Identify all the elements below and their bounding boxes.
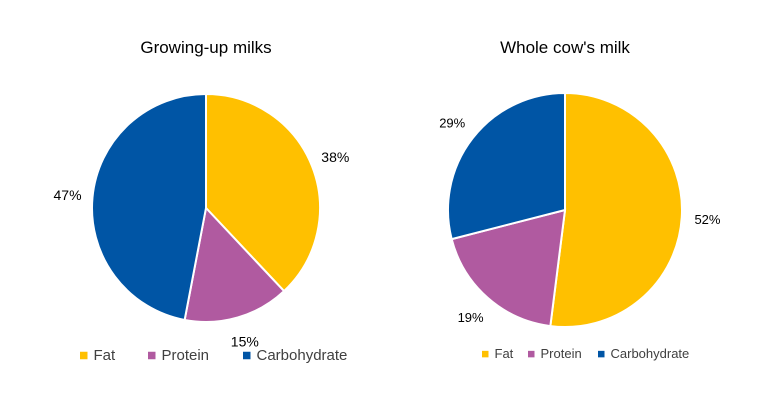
pie-chart-2: Whole cow's milk 52% 19% 29% Fat Protein Carbo… [439,38,721,361]
legend-label-carbohydrate: Carbohydrate [257,347,348,364]
data-label: 29% [439,116,465,131]
legend-swatch-fat [80,351,88,360]
chart-title: Growing-up milks [140,38,271,57]
pie-slice-protein [450,208,567,328]
legend-label-carbohydrate: Carbohydrate [611,346,690,361]
legend-label-protein: Protein [162,347,210,364]
data-label: 19% [458,310,484,325]
legend-label-fat: Fat [495,346,514,361]
data-label: 15% [231,334,259,350]
pie-slice-fat [205,92,321,293]
data-label: 52% [694,212,720,227]
legend-swatch-carbohydrate [243,351,251,360]
pie-slice-carbohydrate [447,91,566,241]
pie-slice-carbohydrate [91,92,207,322]
data-label: 38% [321,149,349,165]
legend-swatch-fat [482,350,489,358]
chart-title: Whole cow's milk [500,38,630,57]
legend-swatch-protein [528,350,535,358]
pie-chart-1: Growing-up milks 38% 15% 47% Fat Protein Carbo… [54,38,350,364]
pie-slice-fat [549,91,683,328]
legend-label-protein: Protein [541,346,582,361]
pie-slice-protein [183,205,286,323]
legend-swatch-protein [148,351,156,360]
legend-swatch-carbohydrate [598,350,605,358]
legend-label-fat: Fat [94,347,117,364]
data-label: 47% [54,187,82,203]
